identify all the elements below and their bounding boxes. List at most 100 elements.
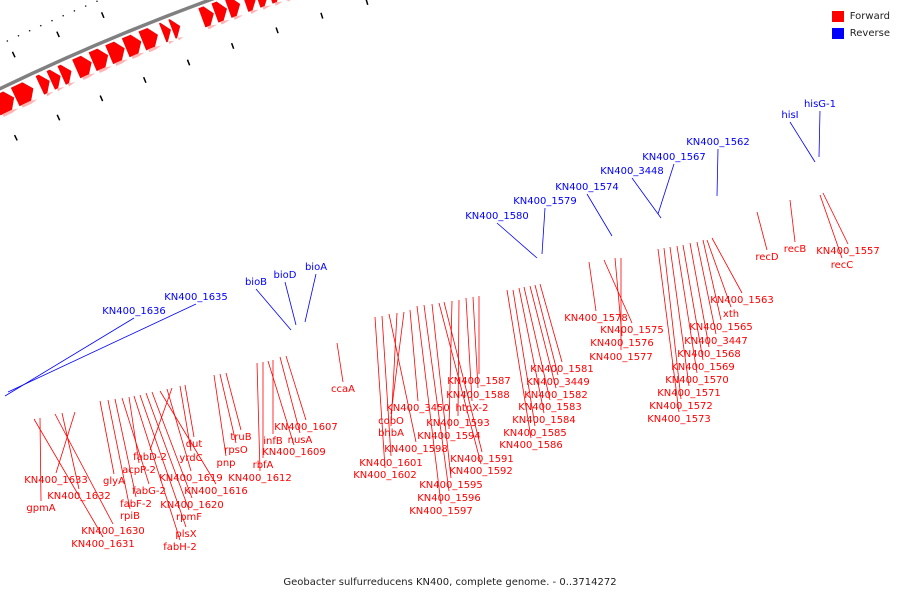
forward-gene-arrow	[271, 0, 278, 4]
forward-gene-label: recC	[831, 260, 854, 271]
reverse-label-leader	[789, 121, 816, 163]
forward-gene-shadow	[274, 1, 284, 6]
forward-gene-shadow	[67, 81, 76, 87]
scale-tick	[56, 31, 60, 38]
forward-gene-arrow	[198, 6, 214, 28]
forward-gene-label: KN400_1575	[600, 325, 664, 336]
forward-label: Forward	[849, 11, 890, 22]
scale-dot	[6, 40, 9, 42]
forward-gene-shadow	[98, 66, 112, 73]
legend-reverse: Reverse	[831, 25, 890, 42]
forward-gene-label: KN400_1576	[590, 338, 654, 349]
forward-gene-shadow	[2, 108, 19, 117]
forward-gene-arrow	[211, 1, 228, 23]
scale-tick	[320, 12, 324, 19]
forward-label-leader	[756, 211, 768, 251]
forward-label-leader	[702, 239, 722, 321]
forward-gene-arrow	[35, 74, 50, 95]
reverse-swatch	[831, 28, 844, 39]
forward-label-leader	[523, 286, 551, 401]
forward-label-leader	[149, 387, 173, 451]
forward-gene-label: truB	[230, 432, 251, 443]
legend: Forward Reverse	[831, 8, 890, 42]
forward-label-leader	[423, 304, 450, 492]
scale-tick	[365, 0, 369, 6]
forward-label-leader	[285, 355, 307, 421]
scale-dot	[73, 10, 76, 12]
forward-gene-arrow	[57, 64, 72, 85]
forward-label-leader	[669, 246, 690, 387]
forward-gene-arrow	[225, 0, 241, 18]
forward-label-leader	[139, 394, 187, 528]
forward-label-leader	[184, 384, 195, 438]
forward-label-leader	[512, 289, 536, 427]
reverse-label-leader	[657, 163, 675, 215]
forward-gene-shadow	[115, 59, 129, 66]
reverse-label-leader	[255, 288, 292, 331]
forward-label-leader	[128, 396, 140, 464]
forward-label-leader	[506, 289, 532, 439]
forward-gene-label: KN400_1578	[564, 313, 628, 324]
reverse-gene-label: KN400_1567	[642, 152, 706, 163]
reverse-label: Reverse	[849, 28, 890, 39]
reverse-gene-label: KN400_1579	[513, 196, 577, 207]
scale-tick	[100, 12, 105, 19]
label-layer: hisG-1 hisI KN400_1562 KN400_1567 KN400_3448…	[4, 99, 880, 553]
forward-label-leader	[822, 192, 849, 245]
forward-gene-shadow	[56, 86, 65, 92]
forward-gene-label: KN400_1577	[589, 352, 653, 363]
forward-gene-label: KN400_1597	[409, 506, 473, 517]
forward-gene-label: KN400_1612	[228, 473, 292, 484]
forward-label-leader	[711, 237, 743, 294]
forward-gene-label: KN400_1573	[647, 414, 711, 425]
forward-gene-label: KN400_1620	[160, 500, 224, 511]
forward-gene-shadow	[82, 73, 96, 80]
forward-gene-label: KN400_1593	[426, 418, 490, 429]
forward-gene-label: bhbA	[378, 428, 404, 439]
reverse-gene-label: KN400_1562	[686, 137, 750, 148]
forward-gene-label: KN400_1596	[417, 493, 481, 504]
scale-dot	[28, 29, 31, 32]
scale-dot	[96, 0, 98, 3]
scale-dot	[17, 35, 20, 37]
forward-label-leader	[225, 372, 242, 431]
forward-label-leader	[219, 373, 237, 444]
scale-dot	[84, 5, 87, 7]
forward-gene-label: KN400_1568	[677, 349, 741, 360]
forward-gene-shadow	[168, 40, 175, 45]
forward-gene-label: KN400_1563	[710, 295, 774, 306]
forward-label-leader	[133, 395, 181, 541]
forward-gene-arrow	[257, 0, 267, 8]
forward-gene-shadow	[131, 52, 145, 59]
scale-dot	[39, 24, 42, 27]
forward-label-leader	[390, 311, 405, 415]
forward-label-leader	[374, 316, 386, 469]
forward-gene-label: infB	[263, 436, 283, 447]
forward-label-leader	[159, 390, 217, 485]
forward-label-leader	[588, 261, 597, 312]
forward-label-leader	[121, 397, 150, 485]
forward-label-leader	[55, 411, 76, 474]
forward-label-leader	[689, 242, 710, 348]
forward-gene-label: rbfA	[253, 460, 274, 471]
forward-gene-label: KN400_1570	[665, 375, 729, 386]
forward-gene-label: KN400_1619	[159, 473, 223, 484]
forward-gene-label: yrdC	[179, 453, 202, 464]
forward-label-leader	[789, 199, 796, 243]
reverse-label-leader	[586, 193, 613, 237]
forward-gene-label: KN400_3450	[386, 403, 450, 414]
forward-gene-label: KN400_1594	[417, 431, 481, 442]
forward-gene-label: pnp	[216, 458, 235, 469]
reverse-label-leader	[284, 281, 297, 326]
forward-label-leader	[409, 309, 419, 402]
forward-label-leader	[213, 374, 227, 457]
forward-label-leader	[61, 412, 80, 490]
scale-tick	[230, 42, 235, 50]
forward-gene-label: KN400_1616	[184, 486, 248, 497]
forward-gene-arrow	[158, 22, 171, 43]
forward-gene-label: rpmF	[176, 512, 202, 523]
forward-label-leader	[99, 400, 115, 475]
forward-gene-label: KN400_3447	[684, 336, 748, 347]
forward-label-leader	[534, 284, 559, 376]
